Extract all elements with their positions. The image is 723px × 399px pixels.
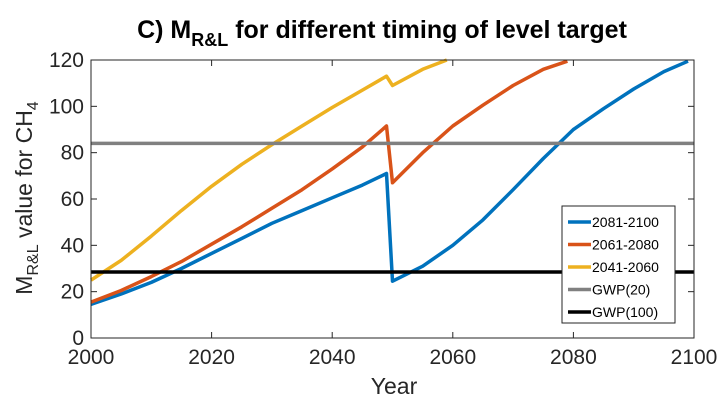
x-tick-label: 2040 — [309, 346, 356, 369]
y-tick-label: 80 — [61, 142, 84, 165]
legend-item-2081-2100: 2081-2100 — [568, 214, 659, 230]
legend-label: 2041-2060 — [592, 259, 659, 275]
legend-label: GWP(100) — [592, 304, 658, 320]
x-tick-label: 2060 — [429, 346, 476, 369]
chart-title: C) MR&L for different timing of level ta… — [137, 16, 627, 50]
x-tick-label: 2100 — [671, 346, 718, 369]
legend-item-2041-2060: 2041-2060 — [568, 259, 659, 275]
y-tick-label: 20 — [61, 281, 84, 304]
x-tick-label: 2000 — [68, 346, 115, 369]
y-tick-label: 40 — [61, 234, 84, 257]
x-tick-label: 2080 — [550, 346, 597, 369]
series-line-2061-2080 — [90, 59, 568, 304]
legend-item-gwp-100-: GWP(100) — [568, 304, 658, 320]
x-axis-label: Year — [371, 373, 418, 399]
legend-label: 2081-2100 — [592, 214, 659, 230]
legend-item-gwp-20-: GWP(20) — [568, 282, 650, 298]
y-tick-label: 120 — [49, 49, 84, 72]
y-axis-label: MR&L value for CH4 — [11, 101, 42, 295]
legend: 2081-2100 2061-2080 2041-2060 GWP(20) GWP(10… — [561, 205, 676, 324]
legend-label: GWP(20) — [592, 282, 650, 298]
y-tick-label: 0 — [72, 327, 84, 350]
x-tick-label: 2020 — [188, 346, 235, 369]
series-layer — [90, 58, 694, 307]
legend-box — [561, 205, 676, 324]
series-line-2041-2060 — [90, 58, 448, 282]
legend-label: 2061-2080 — [592, 237, 659, 253]
y-tick-label: 100 — [49, 95, 84, 118]
y-tick-label: 60 — [61, 188, 84, 211]
legend-item-2061-2080: 2061-2080 — [568, 237, 659, 253]
series-line-2081-2100 — [90, 59, 689, 307]
